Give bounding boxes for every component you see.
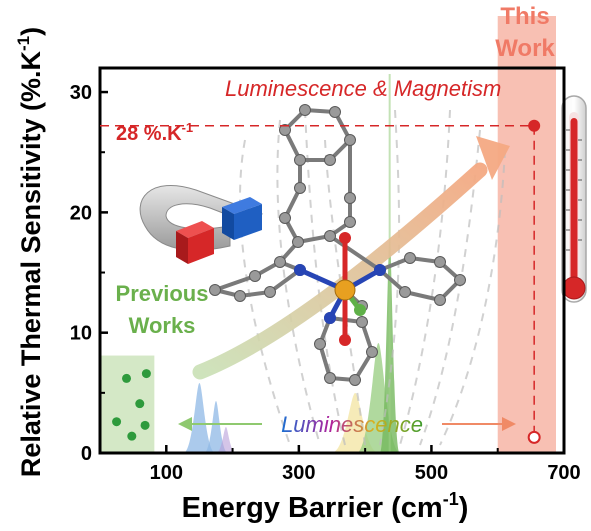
spectrum-peak-purple [215,427,236,453]
this-work-guides [100,125,535,438]
molecule-atom-23 [434,294,446,306]
molecule-heteroatom-6 [354,304,366,316]
molecule-atom-30 [356,316,368,328]
field-line-2 [276,119,321,446]
emission-spectra-decoration [183,74,401,453]
this-work-label-line1: This [500,3,549,30]
molecule-structure-image [209,104,466,386]
molecule-atom-16 [209,284,221,296]
molecule-atom-4 [329,106,341,118]
molecule-heteroatom-1 [339,232,351,244]
sensitivity-value-sup: -1 [182,120,194,135]
x-tick-label-100: 100 [150,462,183,484]
spectrum-peak-blue-2 [204,401,228,453]
molecule-bond-16 [268,268,302,294]
molecule-atom-2 [279,124,291,136]
previous-work-point-3 [135,399,145,409]
y-axis-title-sup: -1 [14,36,33,51]
molecule-heteroatom-3 [374,264,386,276]
data-points [112,119,541,444]
y-axis-title-end: ) [16,27,46,36]
axes-frame [98,66,566,455]
trend-arrow-head [476,136,510,180]
x-axis-title: Energy Barrier (cm-1) [182,489,469,524]
y-axis-title-text: Relative Thermal Sensitivity (%.K [16,50,46,477]
sensitivity-value-text: 28 %.K [116,123,182,145]
molecule-atom-1 [294,154,306,166]
field-line-6 [439,149,506,446]
molecule-atom-20 [404,252,416,264]
molecule-atom-17 [249,270,261,282]
molecule-atom-11 [344,192,356,204]
this-work-point-baseline [527,430,541,444]
molecule-atom-6 [324,154,336,166]
luminescence-range-arrow [178,417,516,431]
field-line-7 [379,109,401,446]
axis-ticks: 100 300 500 700 0 10 20 30 [70,82,581,484]
plot-border [98,66,566,455]
molecule-atom-5 [344,134,356,146]
molecule-atom-8 [279,212,291,224]
y-tick-label-20: 20 [70,202,92,224]
molecule-atom-24 [399,286,411,298]
molecule-bond-21 [328,234,382,272]
molecule-heteroatom-4 [324,312,336,324]
x-axis-title-text: Energy Barrier (cm [182,492,443,524]
previous-work-point-5 [140,420,150,430]
sensitivity-value-label: 28 %.K-1 [116,120,193,145]
previous-works-label-line2: Works [129,313,196,338]
molecule-heteroatom-5 [339,334,351,346]
x-tick-label-500: 500 [415,462,448,484]
trend-arrow-shaft [192,162,488,380]
molecule-atom-26 [314,338,326,350]
luminescence-magnetism-label: Luminescence & Magnetism [225,76,501,101]
x-axis-title-sup: -1 [443,489,459,509]
molecule-atom-27 [324,372,336,384]
y-tick-label-0: 0 [81,443,92,465]
field-line-8 [324,139,366,446]
y-tick-label-30: 30 [70,82,92,104]
previous-work-point-4 [112,417,122,427]
molecule-atom-14 [264,286,276,298]
molecule-atom-28 [349,374,361,386]
molecule-atom-15 [234,290,246,302]
molecule-atom-10 [324,230,336,242]
molecule-metal-center [334,279,356,301]
molecule-bond-19 [214,274,256,292]
luminescence-label: Luminescence [281,412,423,437]
molecule-atom-29 [366,346,378,358]
x-axis-title-end: ) [459,492,469,524]
molecule-atom-7 [294,182,306,194]
previous-work-point-2 [141,369,151,379]
y-axis-title: Relative Thermal Sensitivity (%.K-1) [14,27,46,477]
molecule-atom-22 [454,274,466,286]
molecule-atom-18 [274,256,286,268]
previous-work-point-1 [122,373,132,383]
molecule-heteroatom-2 [294,264,306,276]
molecule-atom-3 [299,104,311,116]
molecule-atom-21 [434,256,446,268]
molecule-atom-12 [344,216,356,228]
x-tick-label-700: 700 [547,462,580,484]
field-line-4 [399,109,451,446]
x-tick-label-300: 300 [282,462,315,484]
thermometer-icon [561,95,587,303]
molecule-atom-9 [292,236,304,248]
trend-arrow [192,136,510,380]
this-work-label-line2: Work [495,35,555,62]
previous-work-point-6 [127,431,137,441]
y-tick-label-10: 10 [70,323,92,345]
previous-works-label-line1: Previous [116,281,209,306]
this-work-point-sensitivity [528,119,541,132]
magnet-icon [139,185,264,264]
spectrum-peak-blue-1 [183,383,216,453]
this-work-band [497,16,556,453]
